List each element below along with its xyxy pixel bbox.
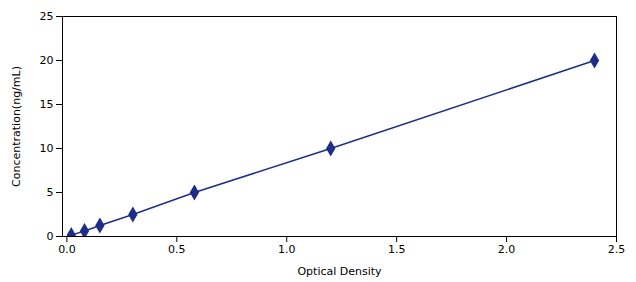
svg-text:20: 20 <box>40 54 54 67</box>
svg-text:0: 0 <box>47 230 54 243</box>
svg-text:0.0: 0.0 <box>58 243 76 256</box>
svg-text:0.5: 0.5 <box>168 243 186 256</box>
svg-text:25: 25 <box>40 10 54 23</box>
svg-text:2.5: 2.5 <box>608 243 626 256</box>
svg-text:1.5: 1.5 <box>388 243 406 256</box>
svg-text:2.0: 2.0 <box>498 243 515 256</box>
svg-text:Optical Density: Optical Density <box>297 265 382 278</box>
svg-text:10: 10 <box>40 142 54 155</box>
svg-text:1.0: 1.0 <box>278 243 296 256</box>
svg-text:15: 15 <box>40 98 54 111</box>
svg-text:5: 5 <box>47 186 54 199</box>
svg-text:Concentration(ng/mL): Concentration(ng/mL) <box>10 66 23 187</box>
